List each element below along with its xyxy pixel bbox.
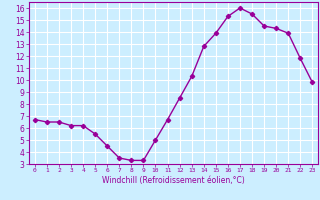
X-axis label: Windchill (Refroidissement éolien,°C): Windchill (Refroidissement éolien,°C) [102,176,245,185]
